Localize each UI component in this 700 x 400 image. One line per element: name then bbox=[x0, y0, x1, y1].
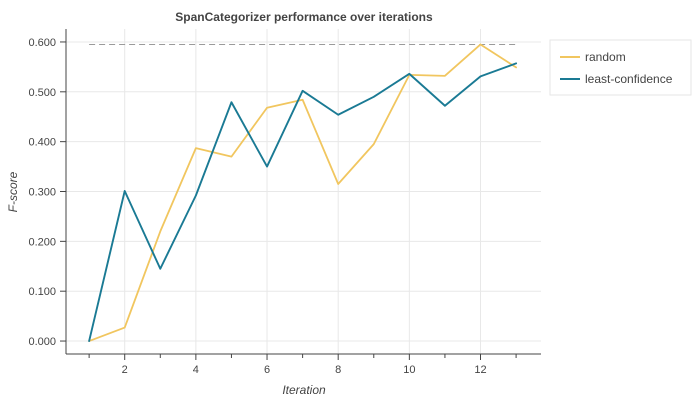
x-tick-label: 10 bbox=[403, 364, 415, 376]
y-tick-layer: 0.000 0.100 0.200 0.300 0.400 0.500 0.600 bbox=[28, 37, 66, 348]
series-layer bbox=[88, 43, 518, 342]
axes-layer: 2 4 6 8 10 12 0.0000.1000.2000.3000.4000.5000… bbox=[28, 29, 541, 376]
y-axis-label: F-score bbox=[6, 171, 20, 212]
legend-label-least-confidence: least-confidence bbox=[585, 72, 673, 86]
x-tick-label: 4 bbox=[193, 364, 199, 376]
chart-title: SpanCategorizer performance over iterati… bbox=[175, 10, 433, 24]
y-tick-label: 0.600 bbox=[28, 37, 56, 49]
series-line-least-confidence bbox=[88, 62, 518, 342]
x-tick-label: 2 bbox=[122, 364, 128, 376]
legend: random least-confidence bbox=[549, 39, 692, 96]
series-line-random bbox=[88, 43, 517, 342]
y-tick-label: 0.300 bbox=[28, 187, 56, 199]
y-tick-label: 0.400 bbox=[28, 137, 56, 149]
legend-label-random: random bbox=[585, 50, 626, 64]
legend-box bbox=[549, 39, 692, 96]
y-tick-label: 0.200 bbox=[28, 236, 56, 248]
x-axis-label: Iteration bbox=[282, 383, 326, 397]
x-tick-layer: 2 4 6 8 10 12 bbox=[88, 354, 517, 376]
x-tick-label: 12 bbox=[474, 364, 486, 376]
y-tick-label: 0.000 bbox=[28, 336, 56, 348]
y-tick-label: 0.500 bbox=[28, 87, 56, 99]
x-tick-label: 6 bbox=[264, 364, 270, 376]
x-tick-label: 8 bbox=[335, 364, 341, 376]
grid-layer bbox=[66, 29, 541, 354]
y-tick-label: 0.100 bbox=[28, 286, 56, 298]
